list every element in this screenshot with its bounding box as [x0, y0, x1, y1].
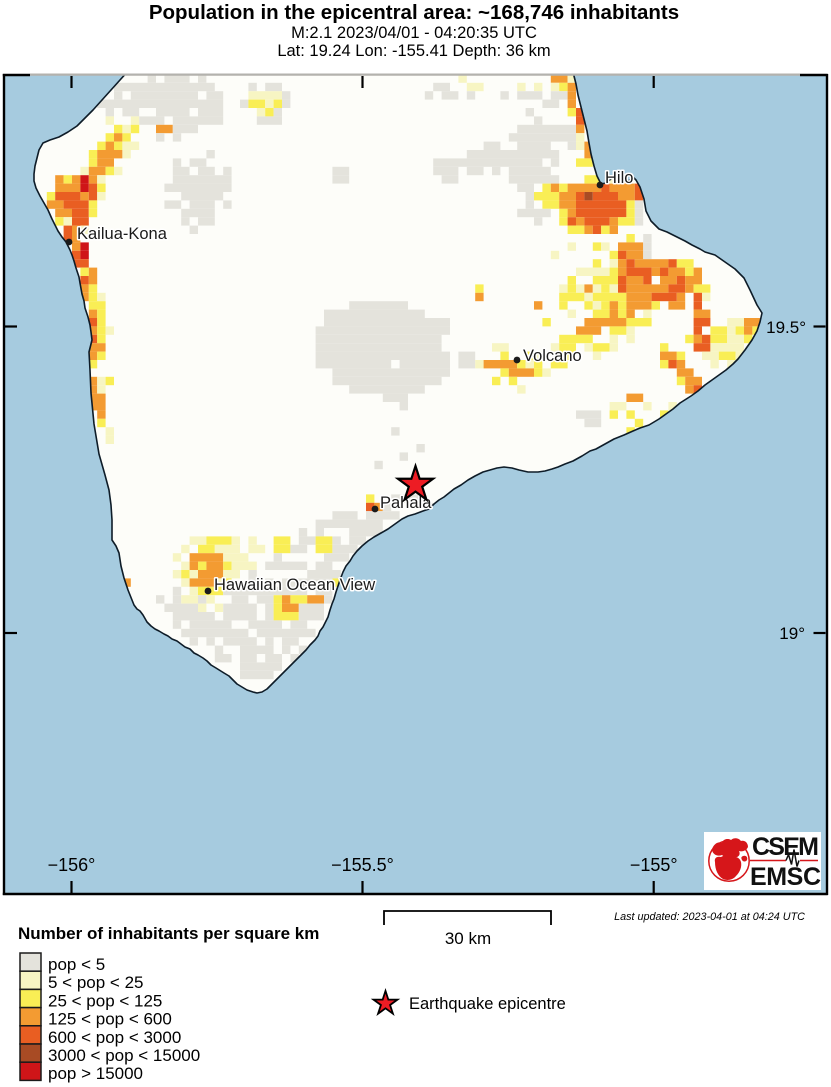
svg-text:25 < pop < 125: 25 < pop < 125: [48, 991, 162, 1010]
svg-text:3000 < pop < 15000: 3000 < pop < 15000: [48, 1046, 200, 1065]
svg-text:−155°: −155°: [630, 855, 678, 875]
svg-text:CSEM: CSEM: [752, 833, 819, 861]
svg-text:19.5°: 19.5°: [766, 318, 806, 337]
svg-text:Hilo: Hilo: [605, 169, 633, 187]
svg-text:EMSC: EMSC: [750, 863, 821, 891]
svg-text:pop > 15000: pop > 15000: [48, 1064, 143, 1083]
svg-text:M:2.1 2023/04/01 - 04:20:35 UT: M:2.1 2023/04/01 - 04:20:35 UTC: [291, 24, 537, 42]
svg-text:Volcano: Volcano: [523, 347, 582, 365]
svg-text:125 < pop < 600: 125 < pop < 600: [48, 1010, 172, 1029]
svg-text:Kailua-Kona: Kailua-Kona: [77, 225, 168, 243]
svg-text:19°: 19°: [779, 624, 805, 643]
svg-text:Last updated: 2023-04-01 at 04: Last updated: 2023-04-01 at 04:24 UTC: [614, 911, 805, 923]
svg-text:Number of inhabitants per squa: Number of inhabitants per square km: [18, 924, 319, 943]
svg-text:pop < 5: pop < 5: [48, 955, 105, 974]
svg-text:30 km: 30 km: [445, 929, 491, 948]
svg-text:−155.5°: −155.5°: [331, 855, 394, 875]
svg-text:Earthquake epicentre: Earthquake epicentre: [409, 995, 566, 1013]
svg-text:5 < pop < 25: 5 < pop < 25: [48, 973, 143, 992]
svg-text:Population in the epicentral a: Population in the epicentral area: ~168,…: [149, 1, 679, 24]
svg-text:Lat: 19.24 Lon: -155.41 Depth:: Lat: 19.24 Lon: -155.41 Depth: 36 km: [277, 42, 550, 60]
svg-text:Hawaiian Ocean View: Hawaiian Ocean View: [214, 576, 375, 594]
svg-text:−156°: −156°: [48, 855, 96, 875]
svg-text:Pahala: Pahala: [380, 494, 432, 512]
svg-text:600 < pop < 3000: 600 < pop < 3000: [48, 1028, 181, 1047]
